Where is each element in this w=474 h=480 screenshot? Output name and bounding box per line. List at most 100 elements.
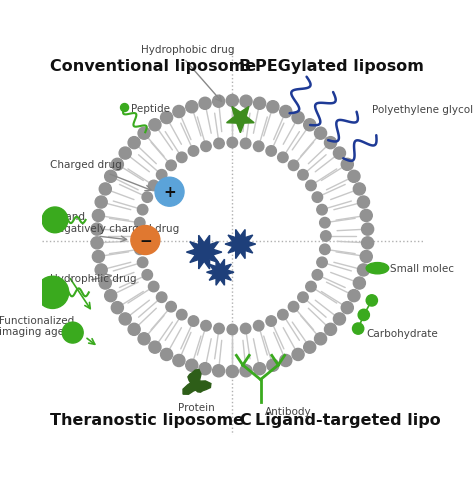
Circle shape bbox=[312, 192, 323, 203]
Text: Ligand-targeted lipo: Ligand-targeted lipo bbox=[255, 412, 441, 427]
Circle shape bbox=[120, 104, 128, 112]
Text: Functionalized
imaging agent: Functionalized imaging agent bbox=[0, 315, 74, 337]
Circle shape bbox=[201, 321, 211, 331]
Circle shape bbox=[298, 170, 308, 180]
Text: −: − bbox=[139, 233, 152, 248]
Circle shape bbox=[240, 365, 252, 377]
Circle shape bbox=[362, 224, 374, 236]
Circle shape bbox=[312, 270, 323, 280]
Circle shape bbox=[240, 139, 251, 149]
Circle shape bbox=[292, 348, 304, 361]
Circle shape bbox=[360, 210, 372, 222]
Circle shape bbox=[319, 218, 330, 228]
Circle shape bbox=[62, 323, 83, 343]
Circle shape bbox=[357, 197, 370, 209]
Circle shape bbox=[357, 264, 370, 276]
Text: Negatively charged drug: Negatively charged drug bbox=[50, 224, 179, 233]
Polygon shape bbox=[207, 260, 234, 286]
Text: Carbohydrate: Carbohydrate bbox=[366, 328, 438, 338]
Circle shape bbox=[306, 181, 316, 191]
Circle shape bbox=[91, 224, 103, 236]
Circle shape bbox=[280, 355, 292, 367]
Circle shape bbox=[176, 310, 187, 320]
Circle shape bbox=[288, 302, 299, 312]
Text: PEGylated liposom: PEGylated liposom bbox=[255, 59, 424, 74]
Circle shape bbox=[149, 341, 161, 353]
Circle shape bbox=[319, 244, 330, 255]
Circle shape bbox=[362, 237, 374, 250]
Circle shape bbox=[304, 341, 316, 353]
Circle shape bbox=[156, 170, 167, 180]
Circle shape bbox=[105, 290, 117, 302]
Circle shape bbox=[320, 231, 331, 242]
Circle shape bbox=[304, 120, 316, 132]
Circle shape bbox=[173, 355, 185, 367]
Circle shape bbox=[325, 324, 337, 336]
Polygon shape bbox=[225, 230, 255, 259]
Circle shape bbox=[315, 333, 327, 345]
Circle shape bbox=[348, 171, 360, 183]
Circle shape bbox=[137, 258, 148, 268]
Circle shape bbox=[42, 207, 68, 233]
Circle shape bbox=[149, 120, 161, 132]
Circle shape bbox=[186, 101, 198, 114]
Circle shape bbox=[341, 302, 353, 314]
Circle shape bbox=[95, 264, 107, 276]
Circle shape bbox=[266, 146, 276, 157]
Circle shape bbox=[212, 96, 225, 108]
Circle shape bbox=[317, 258, 327, 268]
Circle shape bbox=[214, 324, 224, 334]
Circle shape bbox=[267, 101, 279, 114]
Text: Small molec: Small molec bbox=[391, 264, 455, 274]
Text: Hydrophilic drug: Hydrophilic drug bbox=[50, 273, 136, 283]
Circle shape bbox=[254, 142, 264, 152]
Circle shape bbox=[292, 112, 304, 124]
Circle shape bbox=[176, 153, 187, 163]
Circle shape bbox=[240, 96, 252, 108]
Circle shape bbox=[254, 321, 264, 331]
Circle shape bbox=[201, 142, 211, 152]
Circle shape bbox=[188, 316, 199, 326]
Circle shape bbox=[254, 98, 265, 110]
Circle shape bbox=[353, 323, 364, 335]
Circle shape bbox=[212, 365, 225, 377]
Circle shape bbox=[353, 183, 365, 195]
Circle shape bbox=[226, 366, 238, 378]
Circle shape bbox=[315, 128, 327, 140]
Circle shape bbox=[36, 276, 69, 309]
Circle shape bbox=[135, 244, 145, 255]
Circle shape bbox=[278, 153, 288, 163]
Circle shape bbox=[161, 348, 173, 361]
Circle shape bbox=[173, 106, 185, 118]
Circle shape bbox=[105, 171, 117, 183]
Text: Polyethylene glycol: Polyethylene glycol bbox=[372, 104, 473, 114]
Circle shape bbox=[119, 148, 131, 160]
Circle shape bbox=[325, 137, 337, 149]
Circle shape bbox=[288, 161, 299, 171]
Circle shape bbox=[360, 251, 372, 263]
Circle shape bbox=[333, 148, 346, 160]
Circle shape bbox=[306, 282, 316, 292]
Circle shape bbox=[266, 316, 276, 326]
Circle shape bbox=[137, 205, 148, 216]
Circle shape bbox=[135, 218, 145, 228]
Circle shape bbox=[134, 231, 144, 242]
Circle shape bbox=[92, 210, 104, 222]
Text: Conventional liposome: Conventional liposome bbox=[50, 59, 255, 74]
Circle shape bbox=[128, 324, 140, 336]
Text: Peptide: Peptide bbox=[131, 103, 170, 113]
Circle shape bbox=[267, 360, 279, 372]
Circle shape bbox=[166, 161, 176, 171]
Circle shape bbox=[92, 251, 104, 263]
Circle shape bbox=[199, 98, 211, 110]
Circle shape bbox=[148, 181, 159, 191]
Circle shape bbox=[348, 290, 360, 302]
Circle shape bbox=[111, 302, 123, 314]
Circle shape bbox=[186, 360, 198, 372]
Circle shape bbox=[199, 363, 211, 375]
Circle shape bbox=[119, 313, 131, 325]
Circle shape bbox=[142, 192, 153, 203]
Circle shape bbox=[138, 128, 150, 140]
Polygon shape bbox=[186, 236, 222, 269]
Text: Theranostic liposome: Theranostic liposome bbox=[50, 412, 244, 427]
